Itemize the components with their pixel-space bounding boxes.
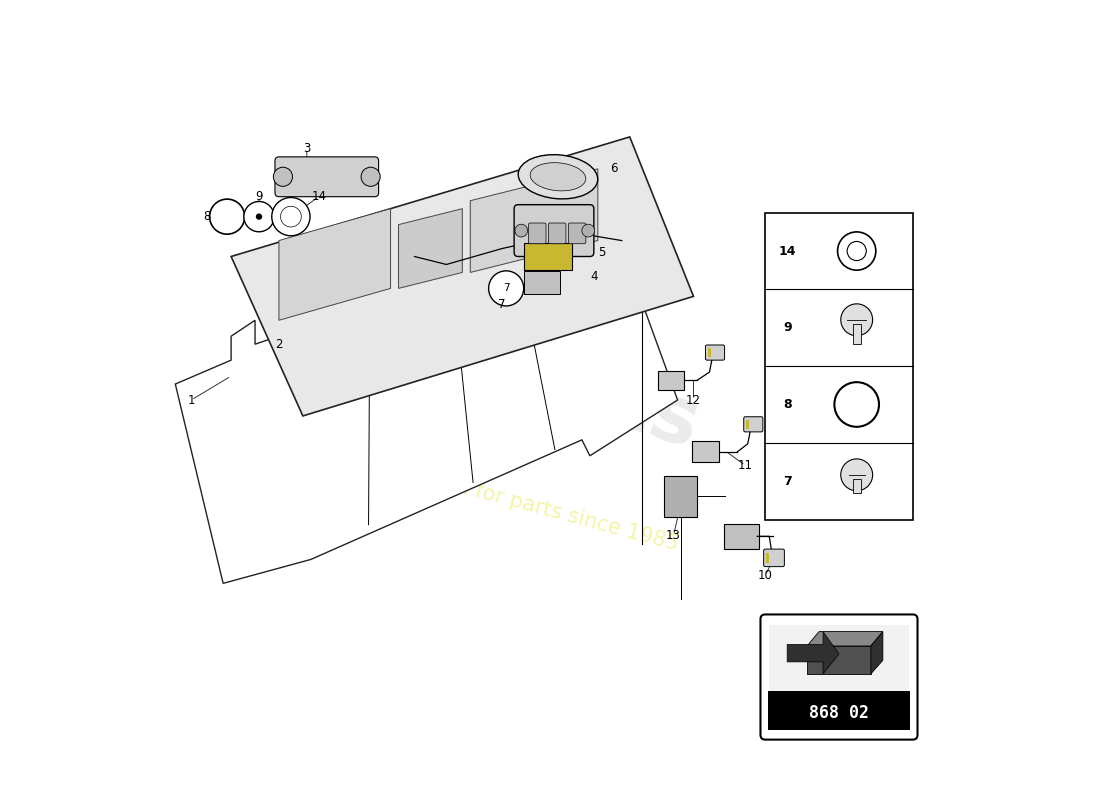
FancyBboxPatch shape	[746, 420, 749, 429]
Polygon shape	[807, 631, 883, 646]
Text: 14: 14	[311, 190, 327, 203]
Polygon shape	[852, 324, 860, 344]
FancyBboxPatch shape	[525, 243, 572, 270]
Text: 14: 14	[779, 245, 796, 258]
Polygon shape	[807, 646, 871, 674]
FancyBboxPatch shape	[744, 417, 763, 432]
Text: 13: 13	[667, 529, 681, 542]
Text: 7: 7	[503, 283, 509, 294]
FancyBboxPatch shape	[705, 345, 725, 360]
FancyBboxPatch shape	[514, 205, 594, 257]
Text: 3: 3	[304, 142, 310, 155]
FancyBboxPatch shape	[766, 213, 913, 519]
Circle shape	[272, 198, 310, 236]
Text: 7: 7	[783, 474, 792, 488]
Text: 9: 9	[783, 322, 792, 334]
Text: 11: 11	[738, 459, 752, 472]
FancyBboxPatch shape	[769, 625, 909, 691]
Circle shape	[582, 224, 595, 237]
FancyBboxPatch shape	[692, 442, 719, 462]
FancyBboxPatch shape	[659, 370, 684, 390]
Text: 4: 4	[590, 270, 597, 283]
Text: 1: 1	[187, 394, 195, 406]
Polygon shape	[231, 137, 693, 416]
FancyBboxPatch shape	[708, 348, 711, 357]
Text: 7: 7	[498, 298, 506, 311]
Text: a passion for parts since 1985: a passion for parts since 1985	[372, 454, 681, 554]
Polygon shape	[871, 631, 883, 674]
FancyBboxPatch shape	[549, 223, 565, 244]
FancyBboxPatch shape	[275, 157, 378, 197]
FancyBboxPatch shape	[664, 476, 697, 517]
Circle shape	[210, 199, 244, 234]
Polygon shape	[852, 479, 860, 493]
Polygon shape	[398, 209, 462, 288]
Text: 868 02: 868 02	[808, 704, 869, 722]
FancyBboxPatch shape	[769, 690, 910, 730]
Text: 10: 10	[758, 569, 772, 582]
Circle shape	[835, 382, 879, 427]
FancyBboxPatch shape	[766, 553, 769, 562]
Text: 6: 6	[610, 162, 617, 175]
Text: 12: 12	[686, 394, 701, 406]
Ellipse shape	[530, 162, 586, 191]
Text: 8: 8	[783, 398, 792, 411]
Circle shape	[244, 202, 274, 232]
Text: euroParts: euroParts	[263, 254, 710, 466]
Ellipse shape	[518, 154, 597, 199]
Text: 2: 2	[275, 338, 283, 350]
Text: 5: 5	[598, 246, 605, 259]
Circle shape	[274, 167, 293, 186]
Circle shape	[280, 206, 301, 227]
Text: 8: 8	[204, 210, 211, 223]
Polygon shape	[471, 169, 597, 273]
Circle shape	[847, 242, 867, 261]
FancyBboxPatch shape	[763, 549, 784, 566]
Circle shape	[515, 224, 528, 237]
Circle shape	[837, 232, 876, 270]
FancyBboxPatch shape	[760, 614, 917, 740]
Circle shape	[840, 459, 872, 490]
Polygon shape	[279, 209, 390, 320]
Circle shape	[256, 214, 262, 220]
FancyBboxPatch shape	[724, 523, 759, 549]
Circle shape	[840, 304, 872, 336]
FancyBboxPatch shape	[525, 271, 560, 294]
Circle shape	[488, 271, 524, 306]
Polygon shape	[788, 631, 839, 674]
FancyBboxPatch shape	[569, 223, 586, 244]
Text: 9: 9	[255, 190, 263, 203]
FancyBboxPatch shape	[528, 223, 546, 244]
Polygon shape	[175, 225, 678, 583]
Circle shape	[361, 167, 381, 186]
